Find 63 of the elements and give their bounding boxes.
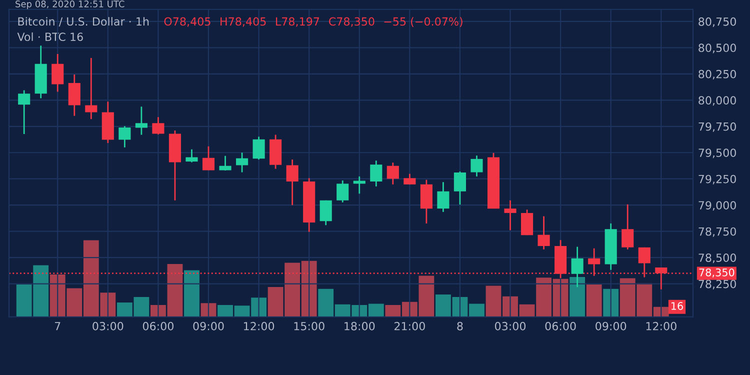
x-tick-label: 06:00 [142, 322, 174, 330]
candlestick [622, 204, 634, 250]
y-tick-label: 79,250 [698, 174, 736, 184]
candlestick [437, 181, 450, 213]
y-tick-label: 78,250 [698, 280, 736, 290]
candlestick [470, 154, 483, 178]
bar [603, 288, 619, 317]
y-tick-label: 80,750 [698, 17, 736, 27]
candlestick [370, 160, 382, 188]
bar [184, 270, 200, 317]
candlestick [18, 90, 30, 135]
annotation: O78,405 [164, 17, 210, 27]
data-label: 16 [672, 302, 683, 310]
candlestick [336, 180, 349, 204]
ref-line-label: 78,350 [699, 268, 734, 278]
candlestick [520, 208, 534, 236]
bar [586, 284, 602, 317]
candlestick [404, 173, 416, 186]
x-tick-label: 18:00 [344, 322, 375, 330]
y-tick-label: 79,750 [698, 122, 736, 132]
candlestick [186, 148, 198, 163]
candlestick [135, 106, 148, 136]
candlestick [286, 158, 298, 206]
x-tick-label: 03:00 [494, 322, 526, 330]
x-tick-label: 15:00 [294, 322, 324, 330]
candlestick [236, 152, 248, 173]
text: Sep 08, 2020 12:51 UTC [16, 0, 124, 10]
x-tick-label: 8 [457, 322, 463, 330]
annotation: −55 (−0.07%) [384, 17, 462, 27]
bar [570, 277, 586, 317]
x-tick-label: 09:00 [193, 322, 224, 330]
text: Bitcoin / U.S. Dollar · 1h [18, 17, 149, 27]
candlestick [320, 200, 332, 226]
y-tick-label: 80,000 [698, 96, 736, 106]
y-tick-label: 78,500 [698, 254, 736, 264]
candlestick [252, 136, 265, 160]
annotation: Vol · BTC 16 [17, 32, 83, 42]
candlestick [202, 146, 215, 171]
x-tick-label: 09:00 [596, 322, 626, 330]
candlestick [52, 53, 64, 92]
candlestick [68, 74, 80, 117]
x-tick-label: 06:00 [545, 322, 576, 330]
candlestick [538, 216, 550, 250]
candlestick [219, 155, 232, 172]
y-tick-label: 80,250 [698, 70, 736, 80]
x-tick-label: 21:00 [394, 322, 425, 330]
annotation: L78,197 [276, 17, 320, 27]
candlestick [118, 125, 131, 148]
y-tick-label: 79,000 [698, 201, 736, 211]
x-tick-label: 7 [54, 322, 60, 330]
candlestick [454, 170, 466, 206]
candlestick [85, 57, 98, 120]
candlestick [386, 162, 399, 186]
annotation: H78,405 [220, 17, 266, 27]
x-tick-label: 12:00 [244, 322, 274, 330]
candlestick [152, 116, 164, 136]
y-tick-label: 78,750 [698, 227, 736, 237]
y-tick-label: 79,500 [698, 148, 736, 158]
annotation: C78,350 [329, 17, 374, 27]
x-tick-label: 12:00 [646, 322, 676, 330]
candlestick [504, 200, 516, 231]
y-tick-label: 80,500 [698, 44, 736, 54]
x-tick-label: 03:00 [92, 322, 124, 330]
